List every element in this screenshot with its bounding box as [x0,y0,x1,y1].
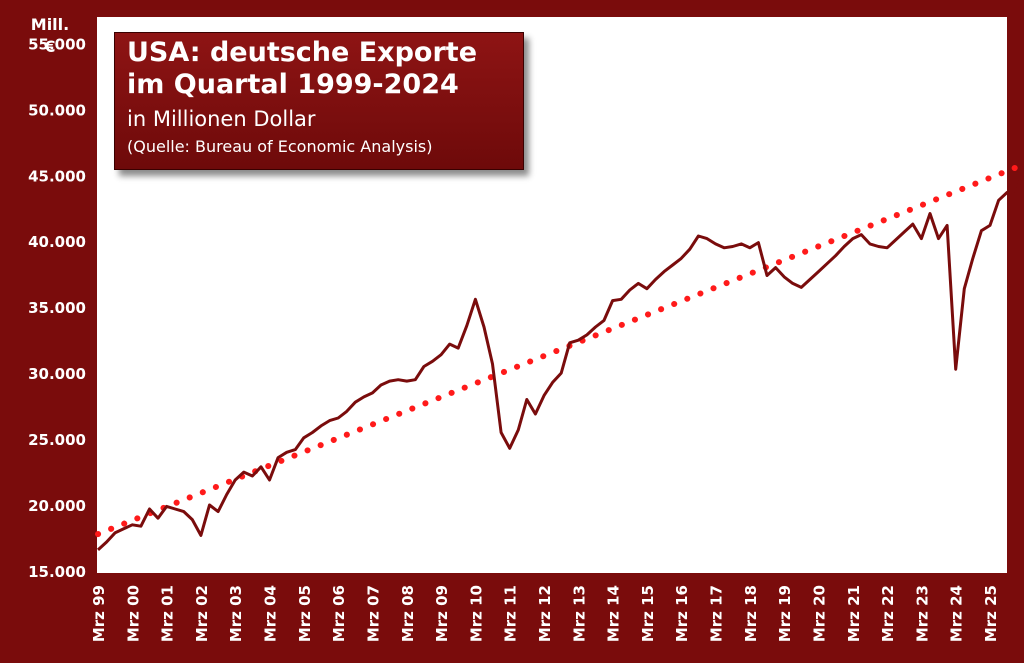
chart-source: (Quelle: Bureau of Economic Analysis) [127,137,433,156]
x-tick-label: Mrz 10 [467,585,485,642]
x-tick-label: Mrz 23 [913,585,931,642]
x-tick-label: Mrz 18 [742,585,760,642]
x-tick-label: Mrz 19 [776,585,794,642]
x-tick-label: Mrz 08 [399,585,417,642]
series-line-exports [96,163,1024,552]
y-unit-line1: Mill. [30,15,70,34]
x-tick-label: Mrz 21 [845,585,863,642]
x-tick-label: Mrz 22 [879,585,897,642]
chart-subtitle: in Millionen Dollar [127,107,316,131]
x-tick-label: Mrz 20 [810,585,828,642]
x-tick-label: Mrz 15 [639,585,657,642]
y-tick-label: 35.000 [28,299,86,317]
y-unit-label: Mill. € [20,14,80,58]
x-tick-label: Mrz 04 [262,585,280,642]
x-tick-label: Mrz 99 [90,585,108,642]
y-tick-label: 30.000 [28,365,86,383]
x-tick-label: Mrz 01 [159,585,177,642]
title-box: USA: deutsche Exporte im Quartal 1999-20… [114,32,524,170]
chart-title-line2: im Quartal 1999-2024 [127,69,459,100]
y-tick-label: 40.000 [28,233,86,251]
x-tick-label: Mrz 03 [227,585,245,642]
x-tick-label: Mrz 25 [982,585,1000,642]
y-tick-label: 20.000 [28,497,86,515]
chart-title-line1: USA: deutsche Exporte [127,37,478,68]
x-tick-label: Mrz 00 [124,585,142,642]
x-tick-label: Mrz 24 [948,585,966,642]
y-tick-label: 45.000 [28,167,86,185]
x-tick-label: Mrz 11 [502,585,520,642]
x-tick-label: Mrz 05 [296,585,314,642]
y-unit-line2: € [44,37,56,56]
x-tick-label: Mrz 07 [364,585,382,642]
y-tick-label: 25.000 [28,431,86,449]
x-tick-label: Mrz 12 [536,585,554,642]
y-tick-label: 15.000 [28,563,86,581]
x-tick-label: Mrz 16 [673,585,691,642]
x-tick-label: Mrz 14 [605,585,623,642]
trend-line [95,161,1024,538]
x-tick-label: Mrz 13 [570,585,588,642]
x-tick-label: Mrz 02 [193,585,211,642]
y-tick-label: 55.000 [28,35,86,53]
x-tick-label: Mrz 17 [708,585,726,642]
x-tick-label: Mrz 06 [330,585,348,642]
x-tick-label: Mrz 09 [433,585,451,642]
y-tick-label: 50.000 [28,101,86,119]
